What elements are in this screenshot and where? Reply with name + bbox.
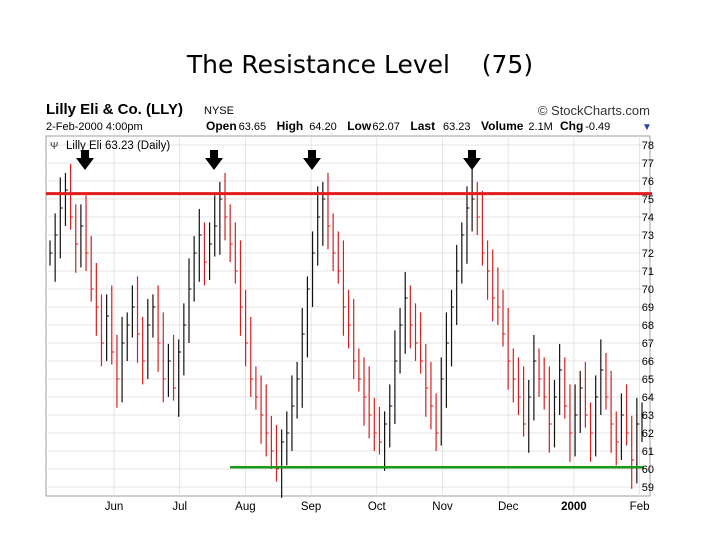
plot-area: Lilly Eli 63.23 (Daily) Ψ [45, 135, 652, 498]
y-tick-label: 75 [642, 194, 654, 206]
y-tick-label: 69 [642, 302, 654, 314]
down-arrow-icon [463, 150, 481, 170]
y-tick-label: 67 [642, 338, 654, 350]
slide-title: The Resistance Level (75) [186, 50, 534, 79]
quote-value: 63.23 [443, 121, 471, 133]
x-tick-label: Dec [498, 501, 519, 513]
quote-row: Open 63.65 High 64.20 Low 62.07 Last 63.23 Volum… [206, 119, 610, 133]
x-tick-label: Jul [172, 501, 187, 513]
arrow-markers [76, 150, 481, 170]
y-tick-label: 59 [642, 482, 654, 494]
y-tick-label: 71 [642, 266, 654, 278]
quote-label: Open [206, 119, 237, 133]
x-tick-label: Jun [105, 501, 124, 513]
copyright: © StockCharts.com [538, 103, 650, 118]
y-tick-label: 74 [642, 212, 654, 224]
quote-value: -0.49 [585, 121, 610, 133]
down-arrow-icon [303, 150, 321, 170]
y-tick-label: 60 [642, 464, 654, 476]
y-tick-label: 61 [642, 446, 654, 458]
y-tick-label: 62 [642, 428, 654, 440]
y-tick-label: 63 [642, 410, 654, 422]
quote-date: 2-Feb-2000 4:00pm [46, 121, 143, 133]
x-tick-label: Feb [630, 501, 650, 513]
y-tick-label: 76 [642, 176, 654, 188]
y-tick-label: 70 [642, 284, 654, 296]
stock-chart: Lilly Eli & Co. (LLY) NYSE © StockCharts… [45, 101, 654, 513]
y-tick-label: 72 [642, 248, 654, 260]
x-tick-label: Aug [235, 501, 255, 513]
quote-label: High [277, 119, 304, 133]
series-legend: Lilly Eli 63.23 (Daily) [66, 140, 170, 152]
price-bars [49, 163, 645, 498]
x-tick-label: 2000 [561, 501, 587, 513]
y-tick-label: 73 [642, 230, 654, 242]
y-tick-label: 65 [642, 374, 654, 386]
x-tick-label: Oct [368, 501, 387, 513]
y-tick-label: 77 [642, 158, 654, 170]
quote-value: 64.20 [309, 121, 337, 133]
y-tick-label: 64 [642, 392, 654, 404]
quote-label: Chg [560, 119, 583, 133]
x-axis: Jun Jul Aug Sep Oct Nov Dec 2000 Feb [105, 501, 650, 513]
y-tick-label: 68 [642, 320, 654, 332]
y-tick-label: 66 [642, 356, 654, 368]
exchange-label: NYSE [204, 105, 234, 117]
legend-icon: Ψ [50, 141, 58, 152]
x-tick-label: Sep [301, 501, 321, 513]
quote-label: Volume [481, 119, 524, 133]
y-axis: 59 60 61 62 63 64 65 66 67 68 69 70 71 72 73 74 75 76 77 78 [642, 140, 654, 494]
quote-value: 2.1M [528, 121, 552, 133]
y-tick-label: 78 [642, 140, 654, 152]
quote-label: Last [410, 119, 435, 133]
down-arrow-icon [205, 150, 223, 170]
quote-value: 63.65 [239, 121, 267, 133]
quote-menu-icon: ▼ [642, 122, 652, 133]
quote-value: 62.07 [372, 121, 400, 133]
quote-label: Low [347, 119, 372, 133]
down-arrow-icon [76, 150, 94, 170]
company-name: Lilly Eli & Co. (LLY) [46, 101, 183, 118]
x-tick-label: Nov [432, 501, 453, 513]
